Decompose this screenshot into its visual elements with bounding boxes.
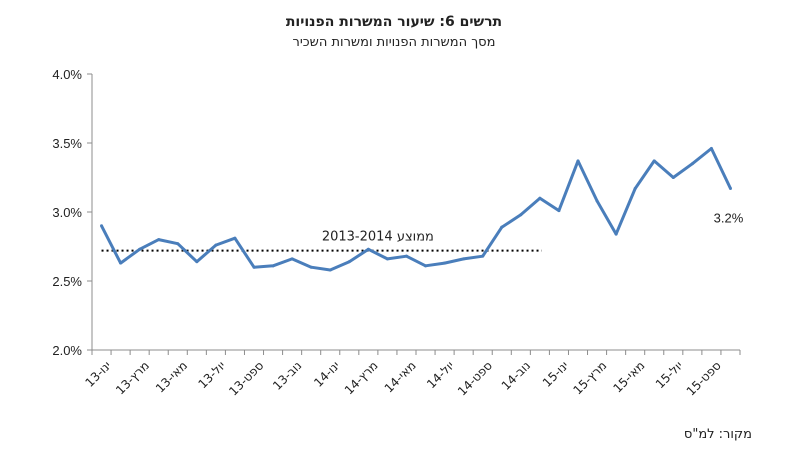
source-note: מקור: למ"ס	[684, 427, 752, 442]
data-point	[290, 257, 294, 261]
x-tick-label: יול-14	[424, 358, 457, 391]
data-point	[309, 265, 313, 269]
y-axis-ticks: 4.0% 3.5% 3.0% 2.5% 2.0%	[52, 67, 92, 358]
x-tick-label: ספט-13	[226, 358, 266, 398]
x-tick-label: יול-15	[653, 358, 686, 391]
x-tick-label: ינו-13	[82, 358, 113, 389]
x-tick-label: ספט-15	[684, 358, 724, 398]
x-tick-label: מרץ-13	[113, 358, 152, 397]
y-tick-label: 4.0%	[52, 67, 82, 82]
y-tick-label: 3.5%	[52, 136, 82, 151]
data-point	[252, 265, 256, 269]
data-point	[157, 238, 161, 242]
x-tick-label: ינו-14	[311, 358, 342, 389]
data-point	[538, 196, 542, 200]
chart-subtitle: מסך המשרות הפנויות ומשרות השכיר	[293, 35, 496, 50]
x-tick-label: נוב-13	[270, 358, 304, 392]
data-point	[233, 236, 237, 240]
data-point	[366, 247, 370, 251]
data-point	[690, 162, 694, 166]
y-tick-label: 2.5%	[52, 274, 82, 289]
data-point	[633, 187, 637, 191]
data-point	[728, 187, 732, 191]
data-point	[671, 176, 675, 179]
x-tick-label: מאי-15	[610, 358, 647, 395]
data-point	[424, 264, 428, 268]
data-point	[100, 224, 104, 228]
x-tick-label: יול-13	[195, 358, 228, 391]
x-tick-label: ינו-15	[540, 358, 571, 389]
average-line-label: ממוצע 2013-2014	[322, 230, 434, 245]
data-point	[328, 268, 332, 272]
data-point	[214, 243, 218, 247]
x-tick-label: מאי-14	[382, 358, 419, 395]
data-point	[614, 232, 618, 236]
data-point	[176, 242, 180, 246]
data-points	[100, 147, 732, 272]
chart-title: תרשים 6: שיעור המשרות הפנויות	[286, 14, 502, 30]
data-point	[576, 159, 580, 163]
data-point	[385, 257, 389, 261]
data-point	[119, 261, 123, 265]
last-value-label: 3.2%	[714, 211, 744, 226]
x-tick-label: מאי-13	[153, 358, 190, 395]
x-tick-label: מרץ-14	[342, 358, 381, 397]
data-point	[519, 213, 523, 217]
data-point	[557, 209, 561, 213]
y-tick-label: 2.0%	[52, 343, 82, 358]
data-point	[443, 261, 447, 265]
data-point	[595, 199, 599, 203]
data-point	[462, 257, 466, 261]
data-point	[271, 264, 275, 268]
data-point	[404, 254, 408, 258]
x-tick-label: ספט-14	[455, 358, 495, 398]
x-tick-label: נוב-14	[499, 358, 533, 392]
x-tick-label: מרץ-15	[570, 358, 609, 397]
data-point	[347, 260, 351, 264]
data-point	[481, 254, 485, 258]
data-point	[709, 147, 713, 151]
data-point	[500, 225, 504, 229]
y-tick-label: 3.0%	[52, 205, 82, 220]
data-point	[138, 247, 142, 251]
data-point	[195, 260, 199, 264]
axes	[91, 74, 740, 351]
data-point	[652, 159, 656, 163]
series-line	[100, 147, 732, 272]
